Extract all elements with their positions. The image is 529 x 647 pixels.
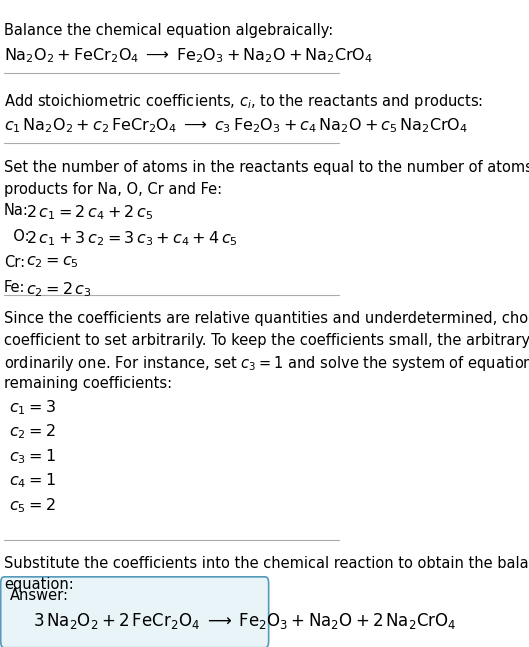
Text: $c_2 = 2\,c_3$: $c_2 = 2\,c_3$	[26, 280, 92, 299]
Text: $\mathrm{Na_2O_2 + FeCr_2O_4 \;\longrightarrow\; Fe_2O_3 + Na_2O + Na_2CrO_4}$: $\mathrm{Na_2O_2 + FeCr_2O_4 \;\longrigh…	[4, 47, 373, 65]
Text: O:: O:	[4, 229, 30, 244]
Text: Balance the chemical equation algebraically:: Balance the chemical equation algebraica…	[4, 23, 333, 38]
Text: remaining coefficients:: remaining coefficients:	[4, 377, 172, 391]
Text: coefficient to set arbitrarily. To keep the coefficients small, the arbitrary va: coefficient to set arbitrarily. To keep …	[4, 333, 529, 347]
Text: $c_2 = 2$: $c_2 = 2$	[8, 422, 55, 441]
Text: $2\,c_1 = 2\,c_4 + 2\,c_5$: $2\,c_1 = 2\,c_4 + 2\,c_5$	[26, 203, 153, 222]
Text: $c_1\,\mathrm{Na_2O_2} + c_2\,\mathrm{FeCr_2O_4} \;\longrightarrow\; c_3\,\mathr: $c_1\,\mathrm{Na_2O_2} + c_2\,\mathrm{Fe…	[4, 116, 468, 135]
Text: products for Na, O, Cr and Fe:: products for Na, O, Cr and Fe:	[4, 182, 222, 197]
Text: $2\,c_1 + 3\,c_2 = 3\,c_3 + c_4 + 4\,c_5$: $2\,c_1 + 3\,c_2 = 3\,c_3 + c_4 + 4\,c_5…	[26, 229, 238, 248]
Text: Answer:: Answer:	[10, 587, 69, 603]
Text: $c_2 = c_5$: $c_2 = c_5$	[26, 254, 79, 270]
Text: Fe:: Fe:	[4, 280, 25, 296]
Text: $c_5 = 2$: $c_5 = 2$	[8, 496, 55, 515]
Text: Substitute the coefficients into the chemical reaction to obtain the balanced: Substitute the coefficients into the che…	[4, 556, 529, 571]
Text: ordinarily one. For instance, set $c_3 = 1$ and solve the system of equations fo: ordinarily one. For instance, set $c_3 =…	[4, 355, 529, 373]
Text: $3\,\mathrm{Na_2O_2} + 2\,\mathrm{FeCr_2O_4} \;\longrightarrow\; \mathrm{Fe_2O_3: $3\,\mathrm{Na_2O_2} + 2\,\mathrm{FeCr_2…	[33, 611, 456, 631]
Text: $c_1 = 3$: $c_1 = 3$	[8, 399, 56, 417]
Text: Add stoichiometric coefficients, $c_i$, to the reactants and products:: Add stoichiometric coefficients, $c_i$, …	[4, 91, 484, 111]
Text: Na:: Na:	[4, 203, 29, 218]
Text: $c_3 = 1$: $c_3 = 1$	[8, 447, 56, 466]
Text: Since the coefficients are relative quantities and underdetermined, choose a: Since the coefficients are relative quan…	[4, 311, 529, 325]
FancyBboxPatch shape	[1, 577, 269, 647]
Text: Set the number of atoms in the reactants equal to the number of atoms in the: Set the number of atoms in the reactants…	[4, 160, 529, 175]
Text: equation:: equation:	[4, 578, 74, 593]
Text: Cr:: Cr:	[4, 254, 25, 270]
Text: $c_4 = 1$: $c_4 = 1$	[8, 472, 56, 490]
